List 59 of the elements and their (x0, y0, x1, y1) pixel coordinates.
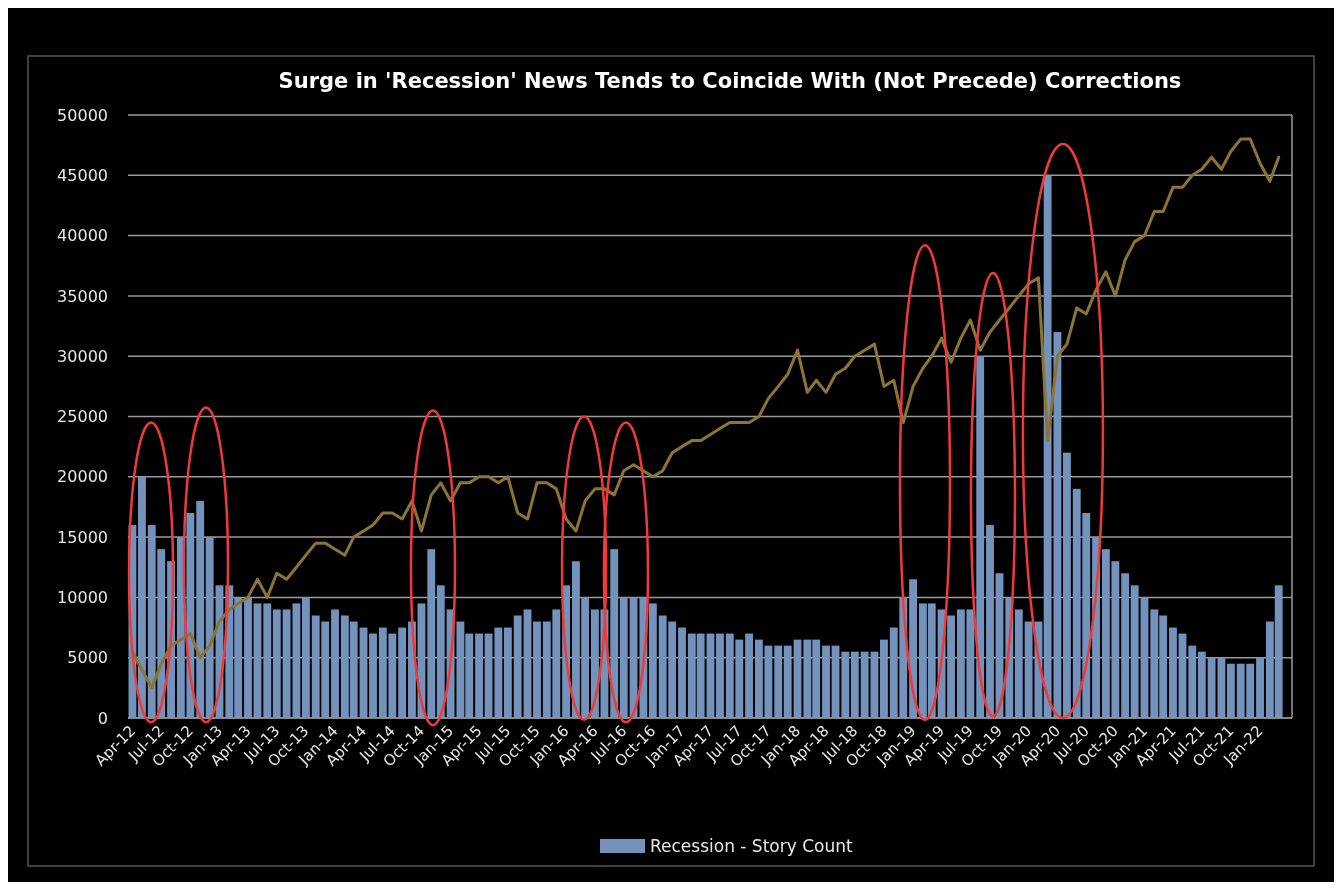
bar (822, 645, 830, 718)
bar (138, 476, 146, 718)
chart-title: Surge in 'Recession' News Tends to Coincide With (Not Precede) Corrections (278, 69, 1182, 93)
bar (369, 633, 377, 718)
bar (976, 356, 985, 718)
bar (909, 579, 917, 718)
legend-label: Recession - Story Count (650, 835, 853, 856)
bar (648, 603, 657, 718)
bar (533, 621, 541, 718)
y-tick-label: 50000 (57, 105, 108, 125)
y-tick-label: 5000 (67, 648, 108, 668)
bar (860, 651, 869, 718)
bar (841, 651, 850, 718)
bar (1197, 651, 1206, 718)
bar (301, 597, 310, 718)
y-tick-label: 45000 (57, 165, 108, 185)
y-tick-label: 30000 (57, 346, 108, 366)
bar (494, 627, 503, 718)
bar (1188, 645, 1197, 718)
bar (1169, 627, 1177, 718)
bar (331, 609, 339, 718)
bar (774, 645, 783, 718)
bar (398, 627, 407, 718)
bar (1256, 657, 1264, 718)
bar (947, 615, 955, 718)
bar (716, 633, 724, 718)
bar (263, 603, 272, 718)
bar (244, 597, 252, 718)
bar (272, 609, 281, 718)
bar (1014, 609, 1023, 718)
bar (678, 627, 686, 718)
bar (1043, 175, 1052, 718)
bar (1063, 452, 1071, 718)
y-tick-label: 25000 (57, 407, 108, 427)
bar (745, 633, 754, 718)
y-tick-label: 15000 (57, 527, 108, 547)
bar (1121, 573, 1130, 718)
y-tick-label: 35000 (57, 286, 108, 306)
bar (619, 597, 628, 718)
bar (205, 537, 214, 718)
y-tick-label: 10000 (57, 588, 108, 607)
y-tick-label: 20000 (57, 467, 108, 487)
bar (610, 549, 619, 718)
bar (591, 609, 599, 718)
bar (1130, 585, 1139, 718)
bar (880, 639, 888, 718)
bar (513, 615, 522, 718)
bar (475, 633, 483, 718)
bar (427, 549, 436, 718)
y-tick-label: 40000 (57, 226, 108, 246)
y-tick-label: 0 (97, 708, 108, 728)
bar (1024, 621, 1033, 718)
bar (986, 525, 994, 718)
bar (850, 651, 859, 718)
bar (436, 585, 445, 718)
bar (196, 500, 205, 718)
bar (503, 627, 512, 718)
bar (1226, 663, 1235, 718)
bar (783, 645, 792, 718)
